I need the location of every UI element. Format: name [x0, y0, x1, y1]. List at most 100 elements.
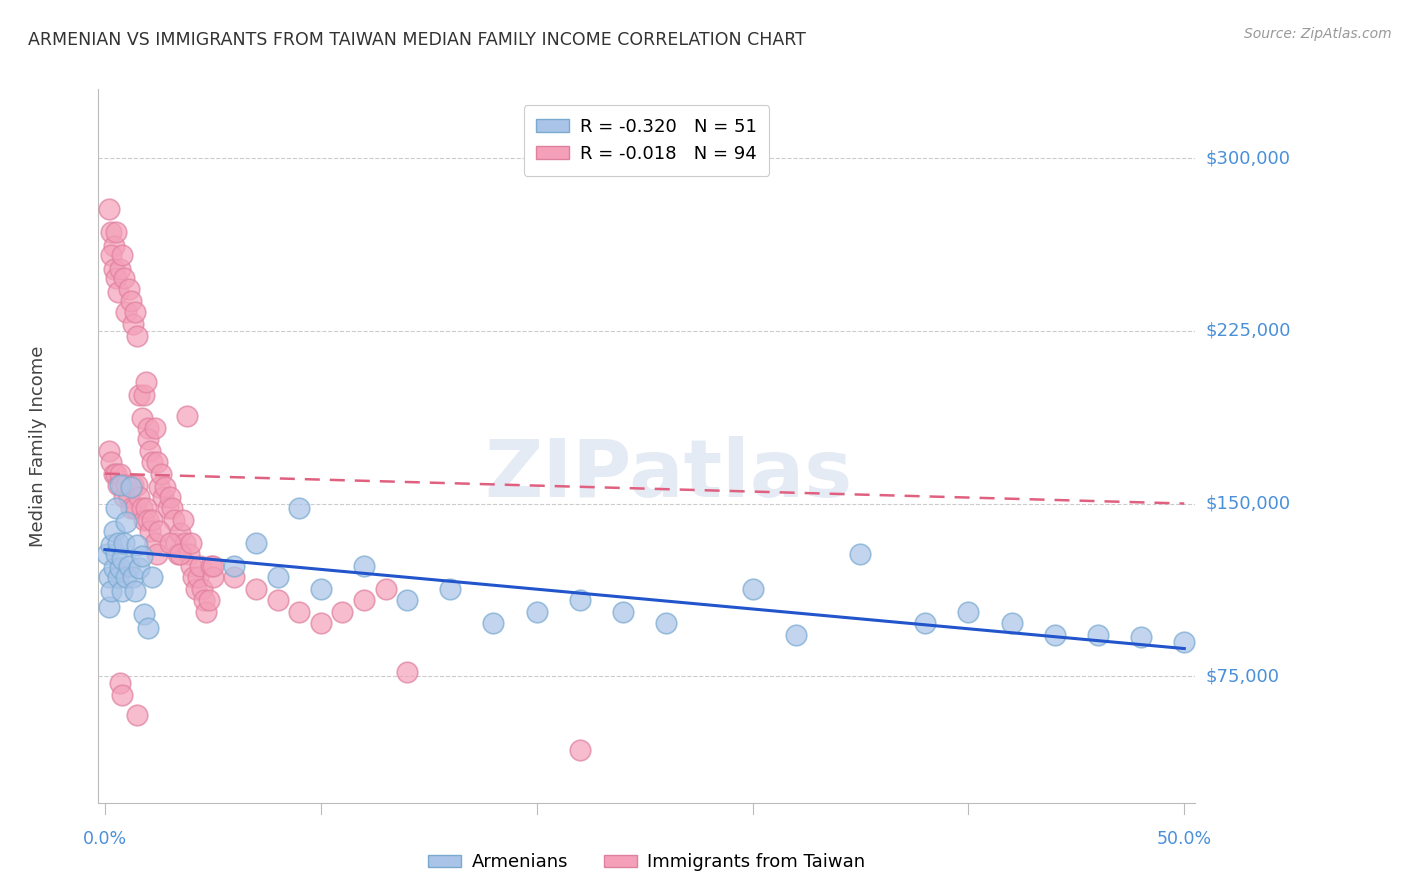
Point — [107, 478, 129, 492]
Point — [849, 547, 872, 561]
Point — [111, 688, 134, 702]
Point — [108, 467, 131, 481]
Point — [224, 570, 246, 584]
Point — [152, 490, 174, 504]
Point — [1087, 628, 1109, 642]
Point — [108, 478, 131, 492]
Point — [117, 283, 139, 297]
Point — [115, 570, 138, 584]
Point — [309, 616, 332, 631]
Point — [741, 582, 763, 596]
Point — [100, 538, 122, 552]
Point — [180, 535, 202, 549]
Point — [176, 409, 198, 423]
Point — [127, 328, 149, 343]
Point — [122, 478, 145, 492]
Point — [245, 582, 267, 596]
Point — [148, 524, 170, 538]
Point — [150, 467, 173, 481]
Point — [128, 490, 150, 504]
Point — [132, 388, 155, 402]
Point — [141, 570, 163, 584]
Point — [108, 676, 131, 690]
Point — [117, 490, 139, 504]
Point — [117, 558, 139, 573]
Point — [165, 535, 187, 549]
Point — [111, 551, 134, 566]
Point — [191, 582, 214, 596]
Point — [169, 547, 191, 561]
Point — [100, 584, 122, 599]
Point — [183, 570, 205, 584]
Point — [1000, 616, 1022, 631]
Point — [145, 547, 167, 561]
Point — [103, 524, 125, 538]
Point — [785, 628, 807, 642]
Point — [98, 600, 121, 615]
Point — [914, 616, 936, 631]
Point — [266, 570, 288, 584]
Point — [100, 225, 122, 239]
Point — [396, 665, 419, 679]
Point — [156, 501, 179, 516]
Point — [148, 480, 170, 494]
Point — [197, 593, 219, 607]
Text: $150,000: $150,000 — [1206, 494, 1291, 513]
Point — [127, 708, 149, 723]
Point — [180, 558, 202, 573]
Point — [184, 582, 207, 596]
Point — [439, 582, 461, 596]
Point — [124, 501, 146, 516]
Text: Median Family Income: Median Family Income — [30, 345, 48, 547]
Point — [177, 547, 200, 561]
Point — [1043, 628, 1066, 642]
Point — [188, 558, 211, 573]
Point — [957, 605, 980, 619]
Point — [568, 743, 591, 757]
Point — [655, 616, 678, 631]
Point — [122, 570, 145, 584]
Point — [224, 558, 246, 573]
Text: $225,000: $225,000 — [1206, 322, 1291, 340]
Point — [131, 549, 153, 564]
Point — [104, 467, 127, 481]
Point — [135, 501, 157, 516]
Point — [245, 535, 267, 549]
Point — [132, 513, 155, 527]
Point — [127, 538, 149, 552]
Point — [163, 513, 186, 527]
Point — [115, 478, 138, 492]
Point — [115, 515, 138, 529]
Point — [122, 317, 145, 331]
Point — [112, 490, 135, 504]
Legend: Armenians, Immigrants from Taiwan: Armenians, Immigrants from Taiwan — [420, 847, 873, 879]
Point — [135, 375, 157, 389]
Point — [103, 561, 125, 575]
Point — [266, 593, 288, 607]
Point — [169, 526, 191, 541]
Point — [139, 524, 162, 538]
Point — [374, 582, 396, 596]
Point — [96, 547, 118, 561]
Point — [111, 248, 134, 262]
Point — [104, 225, 127, 239]
Point — [200, 558, 222, 573]
Point — [141, 513, 163, 527]
Point — [136, 513, 159, 527]
Point — [108, 261, 131, 276]
Text: Source: ZipAtlas.com: Source: ZipAtlas.com — [1244, 27, 1392, 41]
Point — [145, 455, 167, 469]
Point — [112, 535, 135, 549]
Point — [108, 561, 131, 575]
Point — [332, 605, 354, 619]
Text: ARMENIAN VS IMMIGRANTS FROM TAIWAN MEDIAN FAMILY INCOME CORRELATION CHART: ARMENIAN VS IMMIGRANTS FROM TAIWAN MEDIA… — [28, 31, 806, 49]
Point — [167, 547, 190, 561]
Point — [201, 570, 224, 584]
Point — [160, 501, 183, 516]
Point — [107, 570, 129, 584]
Point — [124, 584, 146, 599]
Point — [288, 605, 311, 619]
Point — [159, 490, 181, 504]
Point — [396, 593, 419, 607]
Point — [568, 593, 591, 607]
